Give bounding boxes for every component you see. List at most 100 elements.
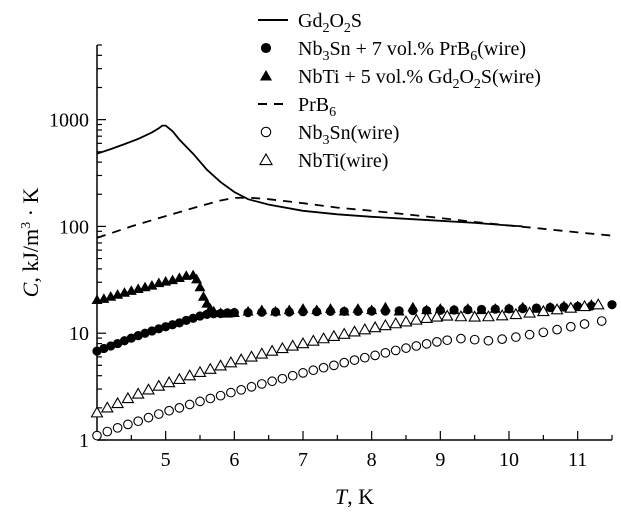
data-point	[195, 396, 205, 407]
data-point	[578, 299, 591, 312]
data-point	[275, 341, 289, 354]
series-2	[91, 269, 597, 318]
data-point	[193, 365, 207, 378]
data-point	[228, 307, 240, 318]
series-3	[96, 196, 613, 239]
series-line	[96, 124, 523, 228]
data-point	[256, 379, 267, 389]
data-point	[308, 365, 319, 376]
legend-swatch	[259, 152, 273, 166]
data-point	[359, 352, 370, 363]
data-point	[214, 359, 228, 371]
legend-label: PrB6	[298, 94, 336, 120]
y-tick-label: 100	[59, 216, 89, 238]
data-point	[256, 304, 268, 315]
x-tick-label: 6	[229, 449, 239, 471]
data-point	[550, 303, 564, 315]
data-point	[270, 305, 282, 316]
data-point	[337, 327, 351, 339]
data-point	[152, 379, 166, 391]
data-point	[92, 430, 102, 441]
y-axis-title: C, kJ/m3 · K	[18, 188, 43, 298]
data-point	[552, 324, 562, 335]
data-point	[558, 300, 570, 311]
data-point	[448, 304, 460, 315]
data-point	[215, 390, 226, 401]
data-point	[401, 343, 411, 353]
data-point	[226, 387, 236, 398]
data-point	[338, 305, 350, 316]
data-point	[352, 303, 364, 313]
data-point	[421, 339, 432, 349]
data-point	[544, 301, 556, 312]
data-point	[565, 321, 576, 332]
series-line	[96, 196, 613, 239]
data-point	[183, 369, 197, 381]
legend-entry: PrB6	[258, 94, 336, 120]
data-point	[339, 357, 350, 368]
x-tick-label: 10	[499, 449, 519, 471]
data-point	[509, 307, 523, 320]
data-point	[517, 301, 529, 312]
legend-swatch	[260, 42, 272, 54]
x-tick-label: 7	[298, 449, 308, 471]
data-point	[195, 311, 205, 321]
legend-label: NbTi + 5 vol.% Gd2O2S(wire)	[298, 66, 541, 92]
data-point	[184, 399, 195, 410]
data-point	[111, 396, 125, 409]
data-point	[409, 313, 423, 325]
data-point	[420, 311, 434, 323]
data-point	[607, 300, 617, 310]
data-point	[277, 373, 288, 384]
y-tick-label: 1	[79, 430, 89, 452]
data-point	[421, 304, 433, 315]
data-point	[495, 309, 509, 321]
data-point	[298, 368, 308, 378]
data-point	[489, 303, 501, 313]
data-point	[378, 318, 392, 331]
data-point	[440, 309, 454, 321]
data-point	[407, 301, 419, 312]
data-point	[564, 301, 578, 313]
x-tick-label: 5	[161, 449, 171, 471]
legend-swatch	[260, 126, 272, 138]
x-tick-label: 8	[367, 449, 377, 471]
legend-label: NbTi(wire)	[298, 150, 388, 172]
series-0	[96, 124, 523, 228]
data-point	[174, 403, 185, 413]
data-point	[205, 393, 216, 404]
data-point	[102, 426, 113, 437]
data-point	[380, 347, 391, 358]
data-point	[596, 316, 607, 326]
data-point	[286, 339, 300, 351]
data-point	[287, 370, 298, 381]
data-point	[191, 273, 203, 284]
data-point	[215, 307, 227, 318]
data-point	[530, 303, 542, 313]
x-axis-title: T, K	[335, 484, 374, 509]
data-point	[503, 303, 515, 313]
y-tick-label: 10	[69, 323, 89, 345]
data-point	[538, 327, 549, 338]
data-point	[348, 325, 361, 337]
data-point	[194, 281, 206, 292]
data-point	[454, 310, 468, 322]
data-point	[245, 350, 258, 362]
data-point	[327, 329, 341, 342]
data-point	[579, 319, 590, 329]
data-point	[123, 419, 133, 430]
data-point	[283, 304, 295, 315]
data-point	[469, 334, 480, 345]
data-point	[100, 401, 114, 413]
data-point	[389, 317, 403, 329]
data-point	[462, 303, 474, 313]
data-point	[172, 372, 186, 384]
data-point	[236, 384, 247, 395]
data-point	[255, 347, 269, 359]
data-point	[208, 305, 220, 316]
data-point	[164, 405, 174, 416]
y-tick-label: 1000	[49, 110, 89, 132]
legend-entry: Nb3Sn(wire)	[260, 122, 399, 148]
